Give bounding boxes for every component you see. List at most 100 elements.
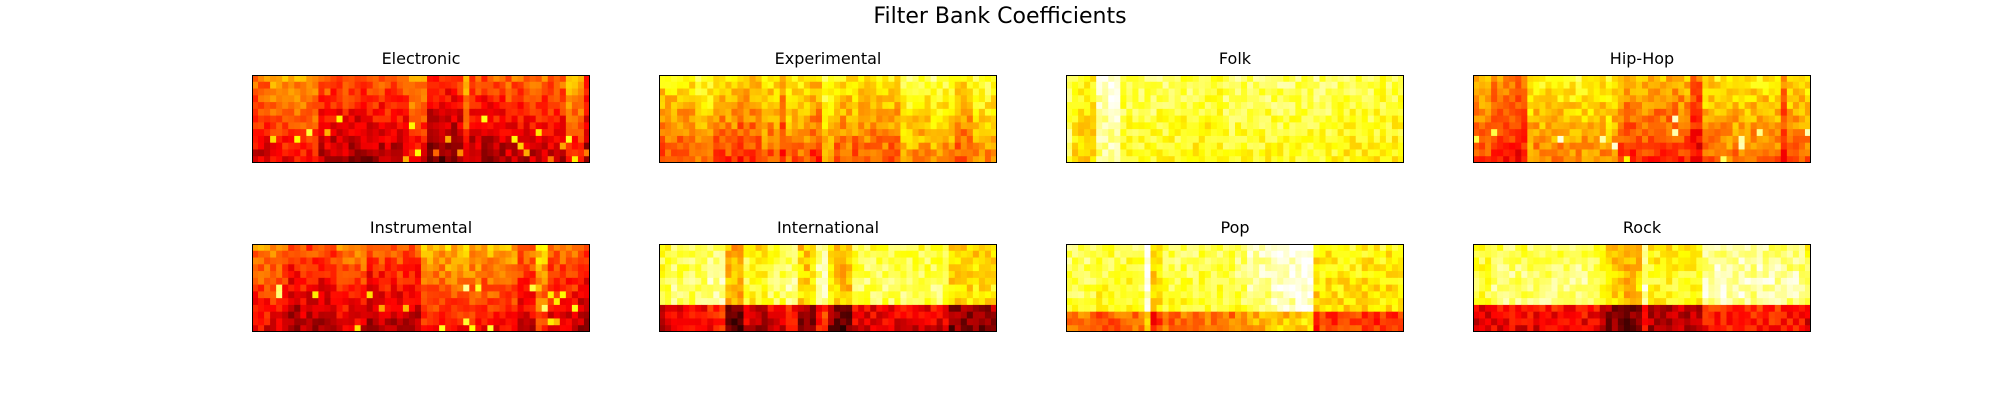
heatmap-cell (978, 304, 986, 313)
heatmap-cell (1084, 81, 1091, 90)
heatmap-cell (809, 75, 817, 83)
heatmap-cell (559, 88, 567, 96)
heatmap-cell (390, 88, 398, 96)
heatmap-cell (906, 264, 914, 272)
heatmap-cell (1331, 284, 1339, 292)
heatmap-cell (689, 277, 696, 286)
heatmap-cell (930, 149, 938, 157)
heatmap-cell (342, 298, 350, 306)
heatmap-cell (348, 284, 356, 292)
heatmap-cell (1343, 304, 1351, 313)
heatmap-cell (779, 257, 787, 265)
heatmap-cell (719, 244, 726, 252)
heatmap-cell (972, 250, 980, 259)
heatmap-cell (1156, 298, 1164, 306)
heatmap-cell (1367, 122, 1375, 130)
heatmap-cell (1072, 75, 1079, 83)
heatmap-cell (840, 129, 847, 137)
heatmap-cell (1289, 250, 1296, 259)
heatmap-cell (1216, 129, 1224, 137)
heatmap-cell (737, 284, 745, 292)
heatmap-cell (659, 257, 666, 265)
heatmap-cell (1635, 102, 1643, 110)
heatmap-cell (960, 135, 968, 144)
heatmap-cell (1768, 75, 1776, 83)
heatmap-cell (1708, 102, 1716, 110)
heatmap-cell (773, 325, 781, 332)
heatmap-cell (713, 135, 720, 144)
heatmap-cell (1762, 156, 1770, 163)
heatmap-cell (1114, 311, 1121, 320)
heatmap-cell (840, 88, 847, 96)
heatmap-cell (565, 311, 573, 320)
heatmap-cell (882, 284, 889, 292)
heatmap-cell (1150, 149, 1158, 157)
heatmap-cell (779, 318, 787, 326)
heatmap-cell (912, 102, 920, 110)
heatmap-cell (1587, 115, 1595, 123)
heatmap-cell (264, 108, 271, 117)
heatmap-cell (288, 88, 295, 96)
heatmap-cell (1222, 298, 1230, 306)
heatmap-cell (1222, 277, 1230, 286)
heatmap-cell (1367, 115, 1375, 123)
heatmap-cell (1786, 88, 1794, 96)
heatmap-cell (571, 122, 579, 130)
heatmap-cell (1313, 122, 1321, 130)
heatmap-cell (695, 311, 702, 320)
heatmap-cell (966, 135, 974, 144)
heatmap-cell (882, 102, 889, 110)
heatmap-cell (1156, 250, 1164, 259)
heatmap-cell (1228, 142, 1236, 151)
heatmap-cell (882, 122, 889, 130)
heatmap-cell (1114, 88, 1121, 96)
heatmap-cell (1479, 142, 1486, 151)
heatmap-cell (1521, 156, 1528, 163)
heatmap-cell (414, 95, 422, 103)
heatmap-cell (683, 129, 690, 137)
heatmap-cell (1527, 108, 1534, 117)
heatmap-cell (834, 156, 841, 163)
heatmap-cell (695, 102, 702, 110)
heatmap-cell (330, 81, 338, 90)
heatmap-cell (966, 250, 974, 259)
heatmap-cell (906, 102, 914, 110)
heatmap-cell (342, 88, 350, 96)
heatmap-cell (1485, 135, 1492, 144)
heatmap-cell (924, 81, 932, 90)
heatmap-cell (1397, 88, 1404, 96)
heatmap-cell (665, 75, 672, 83)
heatmap-cell (1599, 102, 1607, 110)
heatmap-cell (984, 284, 992, 292)
heatmap-cell (1222, 311, 1230, 320)
heatmap-cell (1271, 95, 1278, 103)
heatmap-cell (701, 318, 708, 326)
heatmap-cell (960, 149, 968, 157)
heatmap-cell (1090, 135, 1097, 144)
heatmap-cell (1385, 135, 1393, 144)
heatmap-cell (390, 250, 398, 259)
heatmap-cell (577, 129, 585, 137)
heatmap-cell (300, 298, 307, 306)
heatmap-cell (1575, 81, 1583, 90)
heatmap-cell (1204, 271, 1212, 279)
heatmap-cell (354, 149, 362, 157)
heatmap-cell (1265, 156, 1272, 163)
heatmap-cell (1138, 108, 1146, 117)
heatmap-cell (324, 298, 332, 306)
heatmap-cell (324, 108, 332, 117)
heatmap-cell (1527, 156, 1534, 163)
heatmap-cell (1090, 81, 1097, 90)
heatmap-cell (1198, 271, 1206, 279)
heatmap-cell (743, 250, 751, 259)
heatmap-cell (1569, 108, 1577, 117)
heatmap-cell (499, 284, 507, 292)
heatmap-cell (559, 277, 567, 286)
heatmap-cell (252, 325, 259, 332)
heatmap-cell (547, 115, 555, 123)
heatmap-cell (1397, 135, 1404, 144)
heatmap-cell (408, 156, 416, 163)
heatmap-cell (1144, 115, 1152, 123)
heatmap-cell (1162, 149, 1170, 157)
heatmap-cell (1090, 291, 1097, 299)
